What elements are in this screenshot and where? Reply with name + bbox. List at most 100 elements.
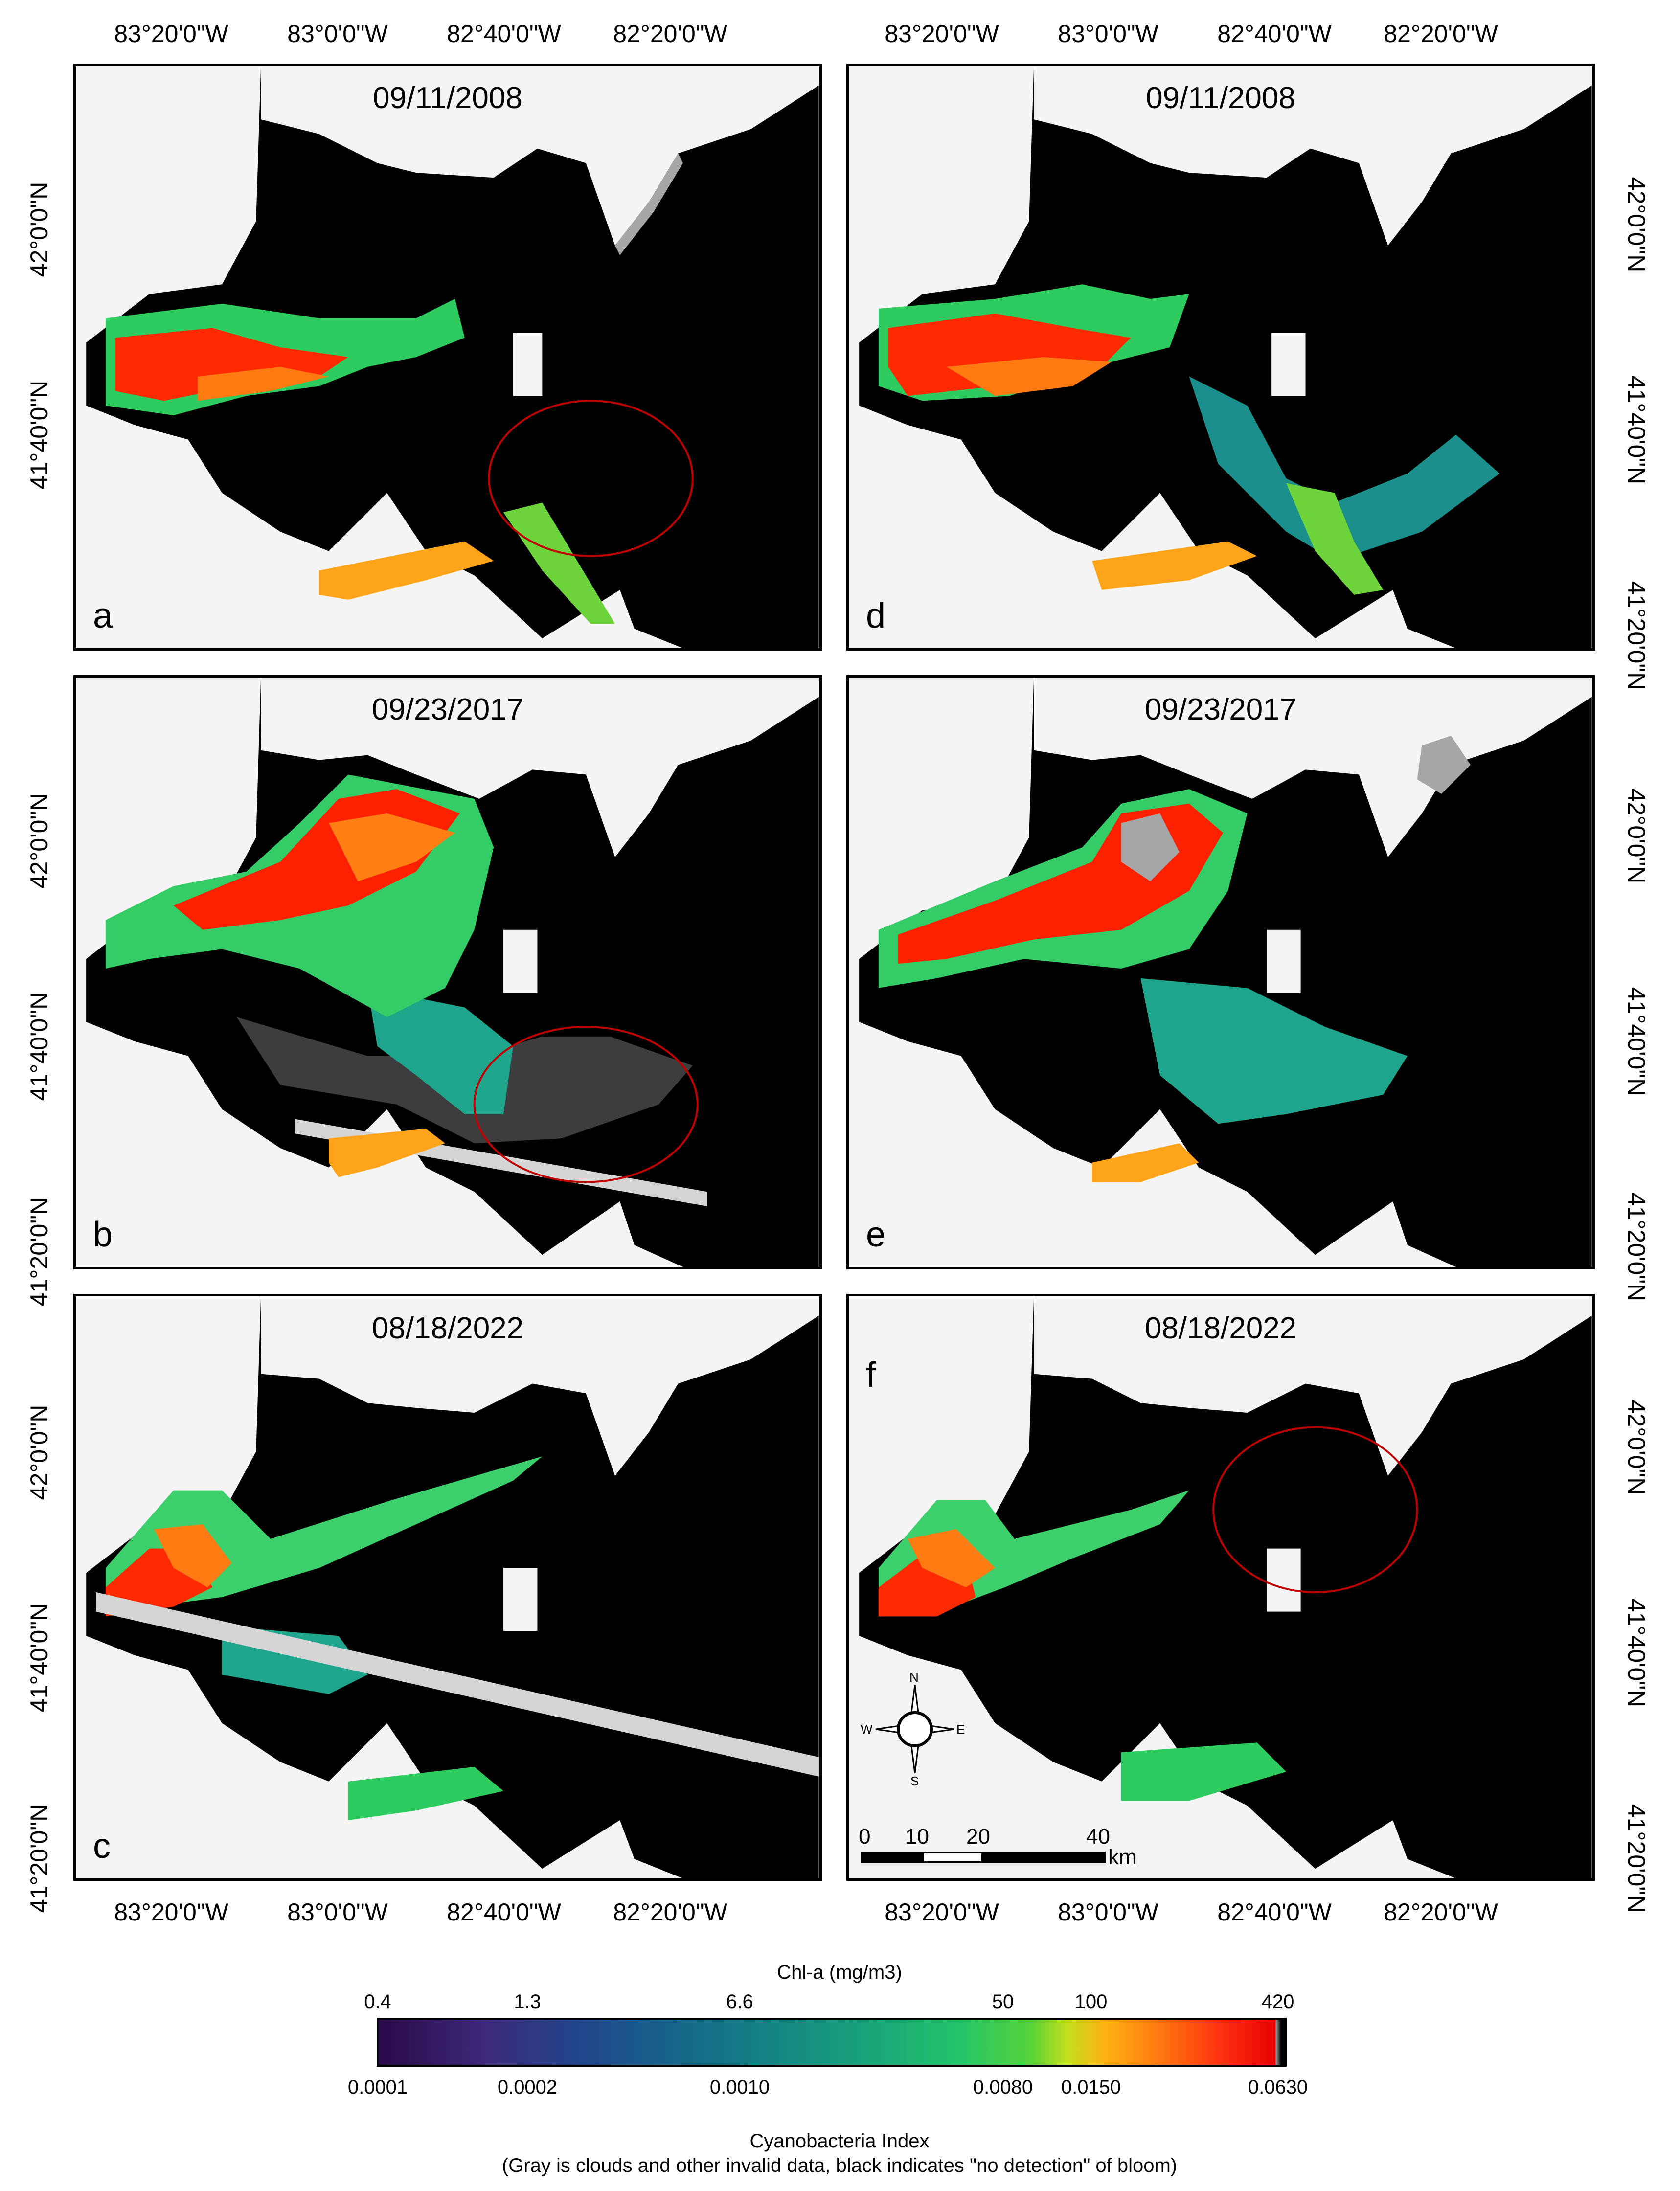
lat-label: 41°20'0"N	[1623, 581, 1650, 690]
bloom-cyan	[367, 988, 513, 1114]
panel-date: 09/23/2017	[1144, 693, 1297, 726]
scale-tick-0: 0	[859, 1825, 871, 1849]
map-c-graphic	[86, 1296, 819, 1878]
compass-north: N	[909, 1670, 919, 1685]
bloom-south-green	[348, 1766, 504, 1820]
lon-label: 83°20'0"W	[885, 1898, 999, 1926]
land-island	[513, 333, 543, 396]
panel-letter: f	[866, 1355, 876, 1395]
map-f-graphic	[859, 1296, 1592, 1878]
lat-label: 41°40'0"N	[25, 1603, 53, 1713]
map-e-graphic	[859, 678, 1592, 1267]
lat-label: 42°0'0"N	[1623, 1400, 1650, 1495]
panel-letter: a	[93, 596, 113, 635]
colorbar-top-tick: 1.3	[514, 1991, 541, 2012]
lat-label: 41°40'0"N	[1623, 987, 1650, 1096]
colorbar-top-tick: 50	[992, 1991, 1014, 2012]
scale-segment-2	[922, 1852, 983, 1863]
colorbar-bottom-tick: 0.0001	[347, 2077, 408, 2098]
panel-date: 09/11/2008	[1146, 81, 1295, 115]
panel-letter: d	[866, 596, 886, 635]
lon-label: 82°40'0"W	[447, 1898, 561, 1926]
lon-label: 82°20'0"W	[1384, 1898, 1498, 1926]
map-d-graphic	[859, 66, 1592, 648]
colorbar-top-tick: 0.4	[364, 1991, 391, 2012]
lat-label: 41°40'0"N	[1623, 375, 1650, 485]
colorbar-top-tick: 6.6	[726, 1991, 753, 2012]
scale-tick-40: 40	[1086, 1825, 1110, 1849]
panel-date: 08/18/2022	[371, 1311, 524, 1345]
invalid-patch	[1417, 736, 1471, 794]
lat-label: 41°40'0"N	[25, 992, 53, 1101]
lat-label: 41°40'0"N	[1623, 1598, 1650, 1708]
lake-water	[859, 1296, 1592, 1878]
land-island	[1271, 333, 1306, 396]
lon-label: 83°20'0"W	[885, 20, 999, 47]
lon-label: 83°20'0"W	[114, 20, 228, 47]
lat-label: 42°0'0"N	[25, 793, 53, 889]
colorbar-top-title: Chl-a (mg/m3)	[777, 1962, 902, 1983]
lat-label: 42°0'0"N	[25, 1404, 53, 1500]
lat-label: 41°20'0"N	[25, 1197, 53, 1307]
bloom-south-green	[1121, 1742, 1286, 1801]
compass-south: S	[910, 1774, 919, 1788]
bloom-teal	[1189, 376, 1500, 561]
invalid-cloud	[1121, 813, 1180, 881]
land-island	[1267, 929, 1301, 993]
scale-bar: 0 10 20 40 km	[859, 1825, 1137, 1869]
colorbar-bottom-tick: 0.0080	[973, 2077, 1033, 2098]
compass-west: W	[861, 1722, 873, 1737]
colorbar-bottom-tick: 0.0002	[497, 2077, 558, 2098]
bloom-south-orange	[319, 541, 494, 600]
lon-label: 82°20'0"W	[613, 1898, 727, 1926]
bloom-red	[115, 328, 348, 401]
panel-date: 08/18/2022	[1144, 1311, 1297, 1345]
colorbar-top-tick: 420	[1261, 1991, 1294, 2012]
land-island	[503, 1568, 538, 1631]
colorbar-gradient	[377, 2018, 1287, 2067]
colorbar-bottom-tick: 0.0150	[1061, 2077, 1121, 2098]
panel-letter: e	[866, 1215, 886, 1254]
lon-label: 82°20'0"W	[613, 20, 727, 47]
panel-date: 09/23/2017	[371, 693, 524, 726]
lake-water	[859, 678, 1592, 1267]
lon-label: 82°40'0"W	[447, 20, 561, 47]
compass: N S W E	[861, 1670, 966, 1788]
lon-label: 83°20'0"W	[114, 1898, 228, 1926]
lon-label: 83°0'0"W	[287, 20, 388, 47]
land-island	[503, 929, 538, 993]
lat-label: 42°0'0"N	[25, 181, 53, 277]
bloom-orange	[198, 366, 329, 401]
lon-label: 83°0'0"W	[1058, 20, 1158, 47]
bloom-south-orange	[1092, 541, 1257, 590]
annotation-circle	[473, 1026, 699, 1183]
panel-letter: c	[93, 1827, 111, 1866]
map-panel-a: 09/11/2008 a	[73, 64, 822, 651]
scale-segment-1	[861, 1852, 922, 1863]
map-b-graphic	[86, 678, 819, 1267]
bloom-south-orange	[329, 1129, 446, 1177]
map-a-graphic	[86, 66, 819, 648]
lon-label: 83°0'0"W	[1058, 1898, 1158, 1926]
bloom-south-green	[1286, 483, 1384, 595]
bloom-teal	[1140, 978, 1408, 1124]
map-panel-c: 08/18/2022 c	[73, 1294, 822, 1881]
bloom-south-green	[503, 502, 615, 624]
lon-label: 82°40'0"W	[1217, 20, 1332, 47]
scale-tick-10: 10	[905, 1825, 929, 1849]
bloom-orange	[908, 1529, 995, 1587]
lat-label: 41°20'0"N	[1623, 1804, 1650, 1913]
annotation-circle	[488, 400, 694, 557]
map-panel-f: 08/18/2022 f N S W E 0 10 20 40 km	[846, 1294, 1595, 1881]
annotation-circle	[1212, 1426, 1418, 1593]
lon-label: 83°0'0"W	[287, 1898, 388, 1926]
colorbar-note: (Gray is clouds and other invalid data, …	[501, 2155, 1178, 2176]
colorbar-bottom-title: Cyanobacteria Index	[749, 2130, 930, 2152]
colorbar-bottom-tick: 0.0010	[709, 2077, 770, 2098]
lat-label: 41°40'0"N	[25, 380, 53, 490]
bloom-south-orange	[1092, 1143, 1199, 1182]
map-panel-d: 09/11/2008 d	[846, 64, 1595, 651]
panel-letter: b	[93, 1215, 113, 1254]
bloom-orange	[154, 1524, 232, 1587]
compass-east: E	[956, 1722, 965, 1737]
